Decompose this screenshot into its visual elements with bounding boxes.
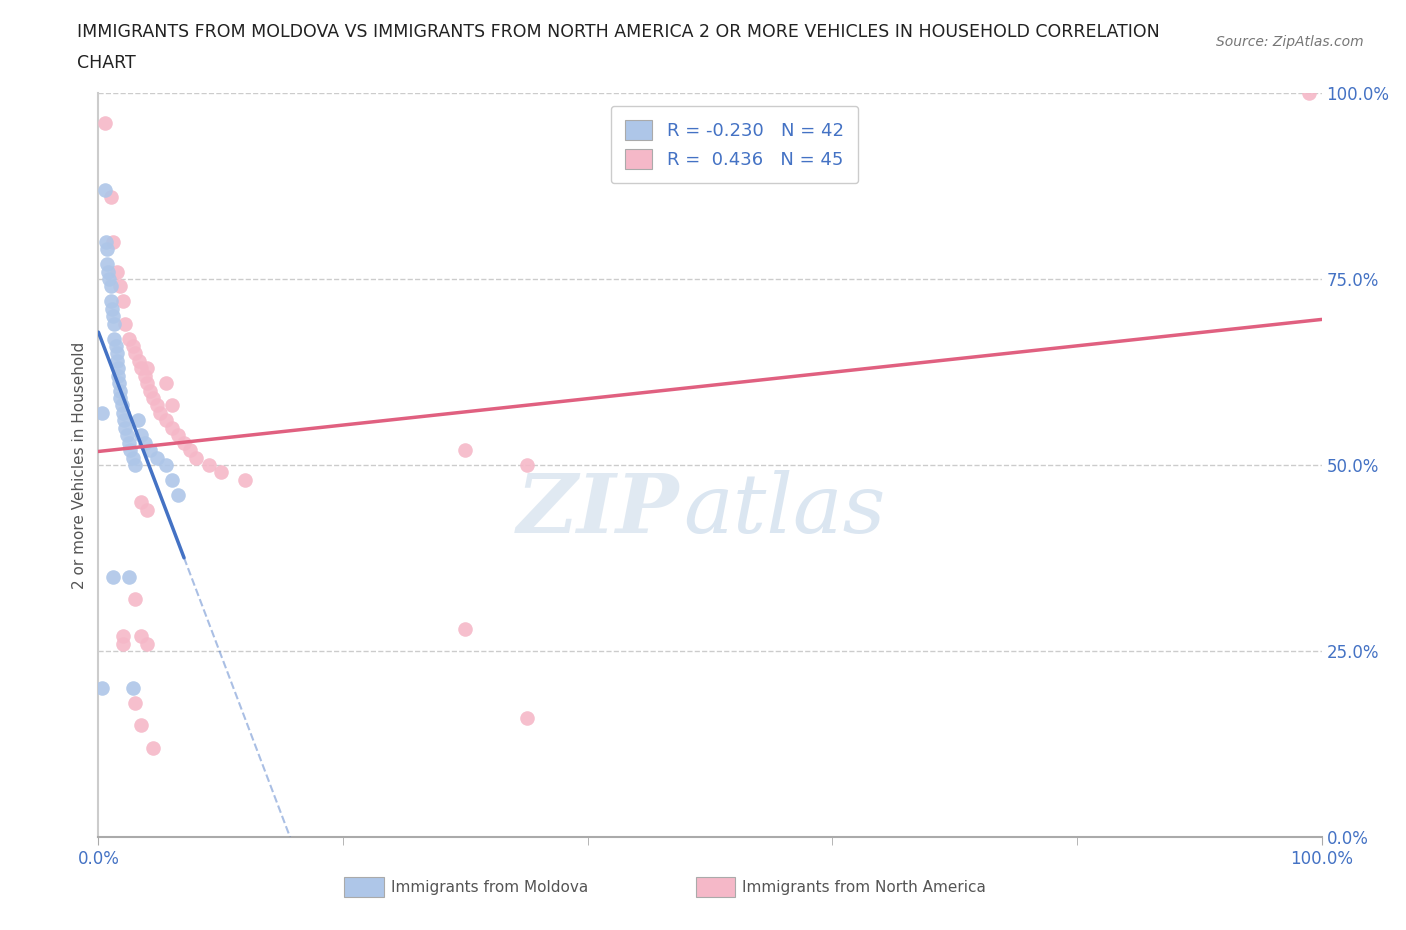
Point	[129, 428, 152, 443]
Point	[111, 405, 134, 420]
Point	[110, 391, 132, 405]
Point	[160, 398, 183, 413]
Point	[136, 502, 159, 517]
Point	[1298, 86, 1320, 100]
Point	[91, 405, 114, 420]
Point	[146, 398, 169, 413]
Text: IMMIGRANTS FROM MOLDOVA VS IMMIGRANTS FROM NORTH AMERICA 2 OR MORE VEHICLES IN H: IMMIGRANTS FROM MOLDOVA VS IMMIGRANTS FR…	[77, 23, 1160, 41]
Point	[136, 361, 159, 376]
Point	[101, 301, 124, 316]
Point	[93, 115, 115, 130]
Point	[111, 398, 134, 413]
Point	[209, 465, 232, 480]
Point	[96, 242, 118, 257]
Point	[101, 234, 124, 249]
Point	[103, 316, 125, 331]
Point	[134, 435, 156, 450]
Point	[129, 718, 152, 733]
Text: CHART: CHART	[77, 54, 136, 72]
Point	[454, 443, 477, 458]
Point	[127, 413, 149, 428]
Point	[155, 413, 177, 428]
Point	[124, 696, 146, 711]
Point	[160, 420, 183, 435]
Point	[167, 487, 190, 502]
Point	[120, 443, 142, 458]
Point	[110, 383, 132, 398]
Point	[104, 339, 127, 353]
Point	[136, 376, 159, 391]
Point	[100, 294, 122, 309]
Point	[100, 190, 122, 205]
Point	[197, 458, 219, 472]
Point	[142, 391, 165, 405]
Legend: R = -0.230   N = 42, R =  0.436   N = 45: R = -0.230 N = 42, R = 0.436 N = 45	[610, 106, 858, 183]
Point	[110, 279, 132, 294]
Point	[94, 234, 117, 249]
Point	[112, 413, 135, 428]
Point	[111, 294, 134, 309]
Text: Immigrants from Moldova: Immigrants from Moldova	[391, 880, 588, 895]
Point	[146, 450, 169, 465]
Point	[121, 681, 143, 696]
Point	[149, 405, 172, 420]
Point	[515, 458, 537, 472]
Text: Source: ZipAtlas.com: Source: ZipAtlas.com	[1216, 35, 1364, 49]
Point	[136, 636, 159, 651]
Point	[118, 331, 141, 346]
Point	[101, 309, 124, 324]
Point	[160, 472, 183, 487]
Point	[105, 346, 128, 361]
Point	[111, 636, 134, 651]
Point	[129, 629, 152, 644]
Point	[155, 458, 177, 472]
Point	[114, 420, 136, 435]
Point	[142, 740, 165, 755]
Point	[515, 711, 537, 725]
Point	[115, 428, 138, 443]
Point	[124, 346, 146, 361]
Point	[139, 383, 162, 398]
Point	[128, 353, 150, 368]
Point	[96, 257, 118, 272]
Point	[103, 331, 125, 346]
Point	[97, 264, 120, 279]
Point	[129, 495, 152, 510]
Point	[111, 629, 134, 644]
Point	[179, 443, 201, 458]
Text: ZIP: ZIP	[517, 470, 679, 550]
Text: Immigrants from North America: Immigrants from North America	[742, 880, 986, 895]
Point	[155, 376, 177, 391]
Point	[91, 681, 114, 696]
Point	[93, 182, 115, 197]
Point	[100, 279, 122, 294]
Point	[101, 569, 124, 584]
Point	[139, 443, 162, 458]
Point	[107, 368, 129, 383]
Point	[124, 591, 146, 606]
Point	[105, 264, 128, 279]
Point	[124, 458, 146, 472]
Point	[233, 472, 256, 487]
Point	[98, 272, 121, 286]
Point	[105, 353, 128, 368]
Y-axis label: 2 or more Vehicles in Household: 2 or more Vehicles in Household	[72, 341, 87, 589]
Point	[107, 361, 129, 376]
Point	[173, 435, 195, 450]
Point	[186, 450, 208, 465]
Text: atlas: atlas	[683, 470, 886, 550]
Point	[118, 569, 141, 584]
Point	[167, 428, 190, 443]
Point	[134, 368, 156, 383]
Point	[108, 376, 131, 391]
Point	[114, 316, 136, 331]
Point	[118, 435, 141, 450]
Point	[129, 361, 152, 376]
Point	[121, 450, 143, 465]
Point	[454, 621, 477, 636]
Point	[121, 339, 143, 353]
